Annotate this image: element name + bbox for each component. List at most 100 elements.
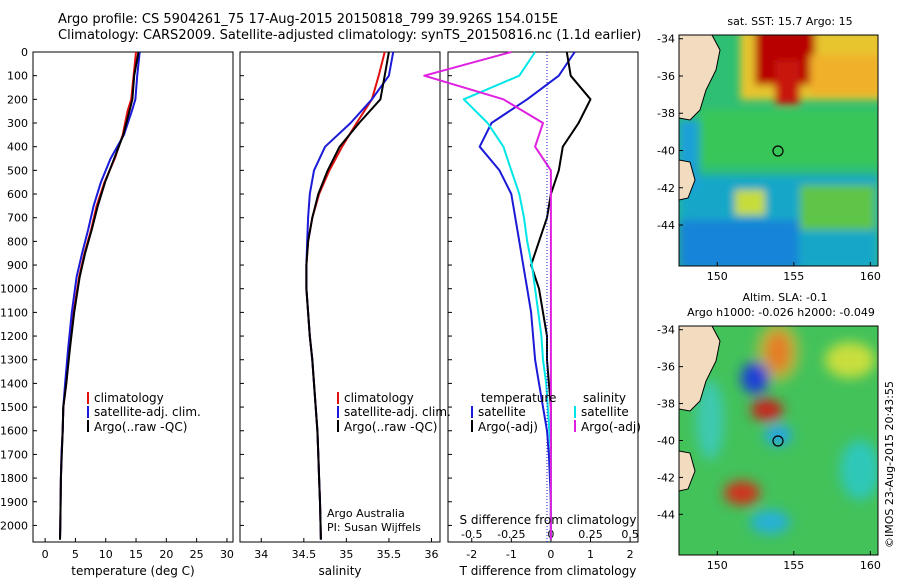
argo-float-marker-sst [772,145,784,157]
salinity-diff-tick-label: -0.5 [461,528,482,541]
difference-series-salinity-satellite [462,51,552,540]
depth-tick-label: 1600 [0,425,28,438]
legend-satellite-label: satellite-adj. clim. [344,405,451,419]
sla-cyan-east [840,440,878,500]
sla-map-lon-tick-label: 160 [860,559,881,572]
sla-map-title: Altim. SLA: -0.1 [742,291,827,304]
depth-tick-label: 1200 [0,330,28,343]
depth-tick-label: 600 [7,188,28,201]
depth-tick-label: 2000 [0,519,28,532]
temperature-x-label: temperature (deg C) [71,564,194,578]
sla-map-subtitle: Argo h1000: -0.026 h2000: -0.049 [687,306,875,319]
tasmania-land-sla [679,326,721,412]
temperature-series-argo-raw-qc- [59,51,140,540]
legend-salinity-header: salinity [583,391,626,405]
difference-x-label: T difference from climatology [459,564,637,578]
salinity-panel-frame [239,51,441,543]
figure-title-line-1: Argo profile: CS 5904261_75 17-Aug-2015 … [58,12,559,27]
sla-high-south [724,481,760,505]
depth-tick-label: 1700 [0,448,28,461]
tasmania-south-land-sla [679,450,696,492]
map-axes: 150 155 160 -34 -36 -38 -40 -42 -44 150 155 160 -34 -… [657,33,881,572]
legend-t-argo-label: Argo(-adj) [478,420,538,434]
salinity-xtick-label: 35.5 [377,548,402,561]
tasmania-land [679,35,721,121]
difference-panel-frame [447,51,639,543]
salinity-xtick-label: 36 [424,548,438,561]
sst-mid-green [700,110,878,165]
depth-tick-label: 1500 [0,401,28,414]
salinity-xtick-label: 34 [254,548,268,561]
sst-deep-cool [679,220,799,266]
salinity-diff-tick-label: -0.25 [497,528,525,541]
temperature-series-satellite-adj-clim- [59,51,141,540]
depth-tick-label: 0 [21,46,28,59]
sst-map-lat-tick-label: -34 [657,33,675,46]
difference-panel: -2 -1 0 1 2-0.5 -0.25 0 0.25 0.5 [423,51,639,561]
depth-tick-label: 200 [7,93,28,106]
depth-tick-label: 1800 [0,472,28,485]
sst-hot-lobe [775,60,800,105]
temperature-xtick-label: 15 [129,548,143,561]
legend-s-argo-label: Argo(-adj) [581,420,641,434]
sst-map-lon-tick-label: 160 [860,270,881,283]
legend-t-satellite-label: satellite [478,405,526,419]
sla-cyan-west [696,380,724,460]
salinity-diff-tick-label: 0.25 [578,528,603,541]
legend-climatology-label: climatology [94,391,164,405]
depth-tick-label: 1900 [0,496,28,509]
temperature-xtick-label: 10 [99,548,113,561]
annotation-pi: PI: Susan Wijffels [327,521,421,534]
sst-field [679,35,878,266]
temperature-panel: 0 5 10 15 20 25 300100200300400500600700800900… [0,46,234,561]
sst-map-lat-tick-label: -40 [657,145,675,158]
sla-low-west [741,362,769,394]
tasmania-south-land [679,159,696,201]
legend-climatology-label: climatology [344,391,414,405]
depth-tick-label: 1000 [0,283,28,296]
depth-tick-label: 500 [7,164,28,177]
difference-series-salinity-argo-adj- [423,51,552,540]
depth-tick-label: 400 [7,141,28,154]
imos-credit: ©IMOS 23-Aug-2015 20:43:55 [883,381,896,548]
salinity-xtick-label: 35 [339,548,353,561]
difference-series-temperature-satellite [478,51,576,540]
temperature-xtick-label: 0 [42,548,49,561]
depth-tick-label: 700 [7,212,28,225]
depth-tick-label: 300 [7,117,28,130]
sla-high-north-halo [756,326,800,382]
difference-xtick-label: 2 [627,548,634,561]
sst-map-lat-tick-label: -42 [657,182,675,195]
sst-green-patch [800,185,875,230]
sla-map [679,326,878,555]
temperature-series-climatology [59,51,137,540]
sla-map-lat-tick-label: -34 [657,324,675,337]
sst-map [679,35,878,266]
depth-tick-label: 1300 [0,354,28,367]
sst-map-lat-tick-label: -38 [657,107,675,120]
depth-tick-label: 100 [7,70,28,83]
difference-xtick-label: 0 [547,548,554,561]
legend-argo-label: Argo(..raw -QC) [344,420,437,434]
sla-high-center [751,399,783,421]
temperature-xtick-label: 20 [159,548,173,561]
depth-tick-label: 800 [7,235,28,248]
sst-map-lat-tick-label: -36 [657,70,675,83]
sla-low-center [764,424,792,446]
sst-yellow-eddy [735,190,765,215]
salinity-xtick-label: 34.5 [292,548,317,561]
salinity-panel: 34 34.5 35 35.5 36 [240,51,438,561]
sla-map-lat-tick-label: -36 [657,361,675,374]
salinity-diff-tick-label: 0.5 [621,528,639,541]
difference-xtick-label: 1 [587,548,594,561]
annotation-argo-australia: Argo Australia [327,507,405,520]
sst-map-lat-tick-label: -44 [657,219,675,232]
difference-xtick-label: -2 [466,548,477,561]
salinity-x-label: salinity [318,564,361,578]
legend-s-satellite-label: satellite [581,405,629,419]
difference-top-x-label: S difference from climatology [460,513,637,527]
sla-field [696,326,878,534]
sst-map-lon-tick-label: 155 [783,270,804,283]
sst-orange-band [810,55,878,95]
temperature-panel-frame [32,51,234,543]
